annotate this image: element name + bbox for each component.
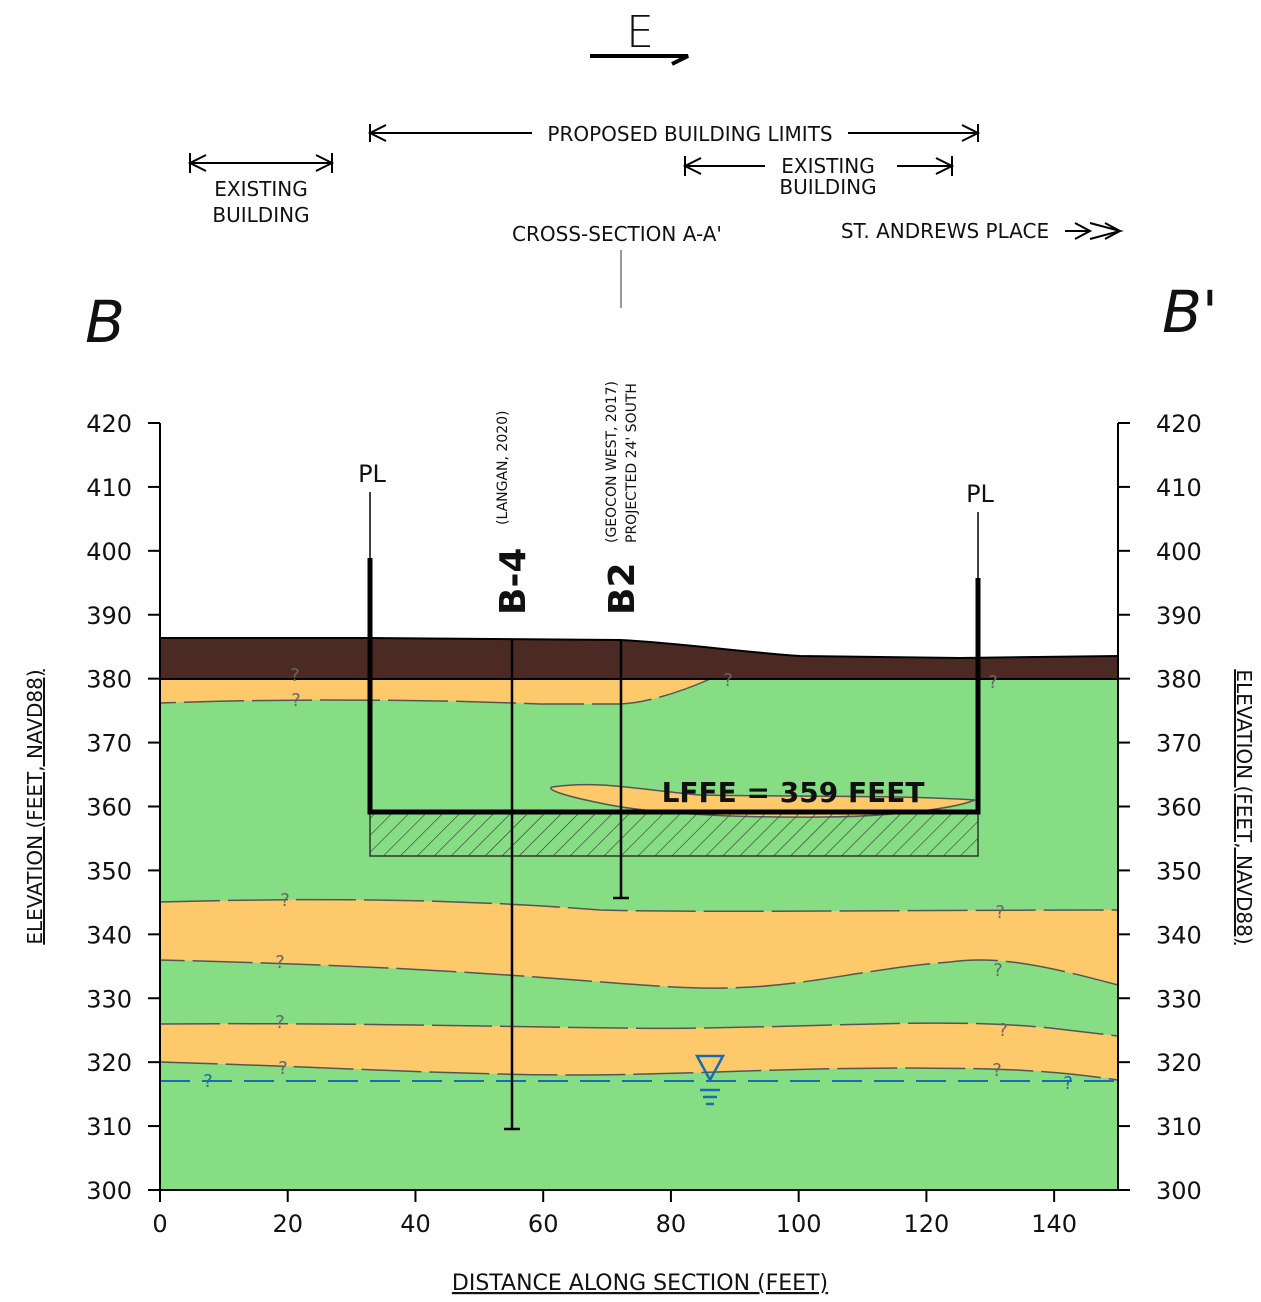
y2-tick-label: 300 <box>1156 1177 1202 1205</box>
y-tick-label: 300 <box>86 1177 132 1205</box>
x-tick-label: 120 <box>903 1210 949 1238</box>
query-mark: ? <box>275 952 285 973</box>
property-line-label: PL <box>358 460 386 488</box>
boring-id: B-4 <box>493 548 534 615</box>
cross-section-label: CROSS-SECTION A-A' <box>512 222 722 246</box>
y2-tick-label: 370 <box>1156 730 1202 758</box>
x-tick-label: 40 <box>400 1210 431 1238</box>
query-mark: ? <box>280 890 290 911</box>
boring-source: (GEOCON WEST, 2017) <box>604 381 620 543</box>
existing-label: BUILDING <box>779 175 876 199</box>
y-tick-label: 410 <box>86 474 132 502</box>
y2-axis-label: ELEVATION (FEET, NAVD88) <box>1232 669 1256 944</box>
query-mark: ? <box>203 1071 213 1092</box>
fill-layer <box>160 638 1118 679</box>
query-mark: ? <box>988 672 998 693</box>
query-mark: ? <box>290 665 300 686</box>
y-tick-label: 390 <box>86 602 132 630</box>
y2-tick-label: 320 <box>1156 1049 1202 1077</box>
existing-label: EXISTING <box>214 177 308 201</box>
x-tick-label: 60 <box>528 1210 559 1238</box>
y-axis-label: ELEVATION (FEET, NAVD88) <box>23 669 47 944</box>
y-tick-label: 340 <box>86 921 132 949</box>
sand-layer <box>160 679 710 704</box>
lffe-label: LFFE = 359 FEET <box>662 776 925 809</box>
query-mark: ? <box>992 1060 1002 1081</box>
query-mark: ? <box>1063 1073 1073 1094</box>
north-arrow <box>590 56 688 64</box>
y2-tick-label: 390 <box>1156 602 1202 630</box>
boring-note: PROJECTED 24' SOUTH <box>624 383 640 543</box>
y-tick-label: 420 <box>86 410 132 438</box>
x-tick-label: 0 <box>152 1210 167 1238</box>
y-tick-label: 370 <box>86 730 132 758</box>
y-tick-label: 400 <box>86 538 132 566</box>
query-mark: ? <box>993 960 1003 981</box>
y2-tick-label: 410 <box>1156 474 1202 502</box>
y2-tick-label: 360 <box>1156 794 1202 822</box>
query-mark: ? <box>275 1012 285 1033</box>
existing-label: BUILDING <box>212 203 309 227</box>
boring-id: B2 <box>602 563 643 616</box>
section-start: B <box>85 288 125 356</box>
y2-tick-label: 340 <box>1156 921 1202 949</box>
y-tick-label: 310 <box>86 1113 132 1141</box>
proposed-limits-label: PROPOSED BUILDING LIMITS <box>547 122 832 146</box>
query-mark: ? <box>998 1020 1008 1041</box>
y2-tick-label: 330 <box>1156 985 1202 1013</box>
cross-section: E PROPOSED BUILDING LIMITS EXISTING BUIL… <box>0 0 1261 1302</box>
query-mark: ? <box>723 670 733 691</box>
x-tick-label: 80 <box>656 1210 687 1238</box>
x-tick-label: 100 <box>776 1210 822 1238</box>
foundation-zone <box>370 812 978 856</box>
y2-tick-label: 420 <box>1156 410 1202 438</box>
x-axis-label: DISTANCE ALONG SECTION (FEET) <box>452 1271 828 1296</box>
boring-source: (LANGAN, 2020) <box>495 410 511 525</box>
query-mark: ? <box>995 902 1005 923</box>
north-arrow-label: E <box>626 7 654 58</box>
x-tick-label: 140 <box>1031 1210 1077 1238</box>
y-tick-label: 360 <box>86 794 132 822</box>
property-line-label: PL <box>966 480 994 508</box>
y2-tick-label: 310 <box>1156 1113 1202 1141</box>
x-tick-label: 20 <box>272 1210 303 1238</box>
y2-tick-label: 380 <box>1156 666 1202 694</box>
y-tick-label: 350 <box>86 857 132 885</box>
section-end: B' <box>1162 278 1218 346</box>
query-mark: ? <box>278 1058 288 1079</box>
y2-tick-label: 400 <box>1156 538 1202 566</box>
y2-tick-label: 350 <box>1156 857 1202 885</box>
street-label: ST. ANDREWS PLACE <box>841 219 1049 243</box>
y-tick-label: 380 <box>86 666 132 694</box>
query-mark: ? <box>291 690 301 711</box>
y-tick-label: 320 <box>86 1049 132 1077</box>
y-tick-label: 330 <box>86 985 132 1013</box>
